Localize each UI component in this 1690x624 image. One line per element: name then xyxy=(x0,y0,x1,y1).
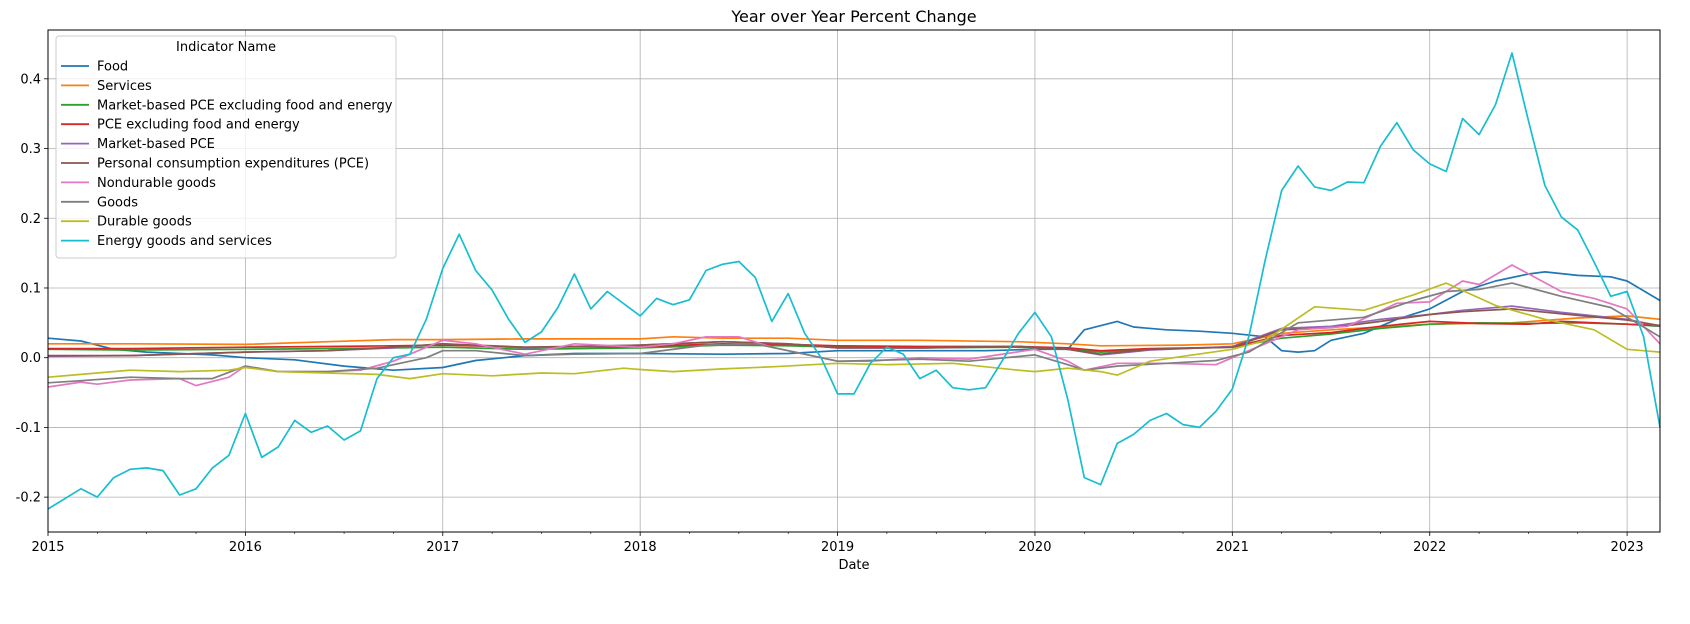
x-tick-label: 2021 xyxy=(1216,540,1249,555)
legend-label: PCE excluding food and energy xyxy=(97,118,300,133)
x-tick-label: 2022 xyxy=(1413,540,1446,555)
legend-box xyxy=(55,35,397,259)
legend-label: Services xyxy=(97,79,152,94)
series-lines xyxy=(47,52,1661,510)
legend-title: Indicator Name xyxy=(176,40,276,55)
x-tick-label: 2016 xyxy=(229,540,262,555)
y-tick-label: 0.4 xyxy=(20,72,41,87)
y-tick-label: 0.0 xyxy=(20,351,41,366)
legend-entry: Market-based PCE xyxy=(61,137,215,152)
legend-label: Goods xyxy=(97,195,138,210)
x-tick-label: 2017 xyxy=(426,540,459,555)
legend-label: Nondurable goods xyxy=(97,176,216,191)
legend-label: Market-based PCE excluding food and ener… xyxy=(97,98,393,113)
legend-entry: Energy goods and services xyxy=(61,234,272,249)
series-line xyxy=(47,271,1661,372)
x-tick-label: 2015 xyxy=(31,540,64,555)
legend-label: Market-based PCE xyxy=(97,137,215,152)
legend-entry: Market-based PCE excluding food and ener… xyxy=(61,98,393,113)
y-tick-label: -0.2 xyxy=(16,491,41,506)
y-tick-label: -0.1 xyxy=(16,421,41,436)
x-tick-label: 2020 xyxy=(1018,540,1051,555)
legend-label: Durable goods xyxy=(97,215,192,230)
y-tick-label: 0.3 xyxy=(20,142,41,157)
legend-entry: Food xyxy=(61,60,128,75)
x-axis-label: Date xyxy=(838,558,869,573)
series-line xyxy=(47,282,1661,380)
y-axis-ticks: -0.2 -0.1 0.0 0.1 0.2 0.3 0.4 xyxy=(16,72,48,506)
legend-label: Energy goods and services xyxy=(97,234,272,249)
chart-title: Year over Year Percent Change xyxy=(730,7,976,26)
legend-label: Personal consumption expenditures (PCE) xyxy=(97,157,369,172)
x-tick-label: 2023 xyxy=(1611,540,1644,555)
legend-entry: Personal consumption expenditures (PCE) xyxy=(61,157,369,172)
series-line xyxy=(47,52,1661,510)
legend-entry: Services xyxy=(61,79,152,94)
legend-entry: Durable goods xyxy=(61,215,192,230)
legend-entry: PCE excluding food and energy xyxy=(61,118,300,133)
x-tick-label: 2018 xyxy=(624,540,657,555)
legend-entry: Nondurable goods xyxy=(61,176,216,191)
x-axis-ticks: 2015 2016 2017 2018 2019 2020 2021 2022 2023 xyxy=(31,532,1644,555)
y-tick-label: 0.2 xyxy=(20,212,41,227)
legend-entry: Goods xyxy=(61,195,138,210)
x-tick-label: 2019 xyxy=(821,540,854,555)
legend: Indicator Name Food Services Market-based … xyxy=(55,35,397,259)
legend-label: Food xyxy=(97,60,128,75)
series-line xyxy=(48,308,1661,357)
y-tick-label: 0.1 xyxy=(20,281,41,296)
plot-frame xyxy=(47,29,1661,533)
